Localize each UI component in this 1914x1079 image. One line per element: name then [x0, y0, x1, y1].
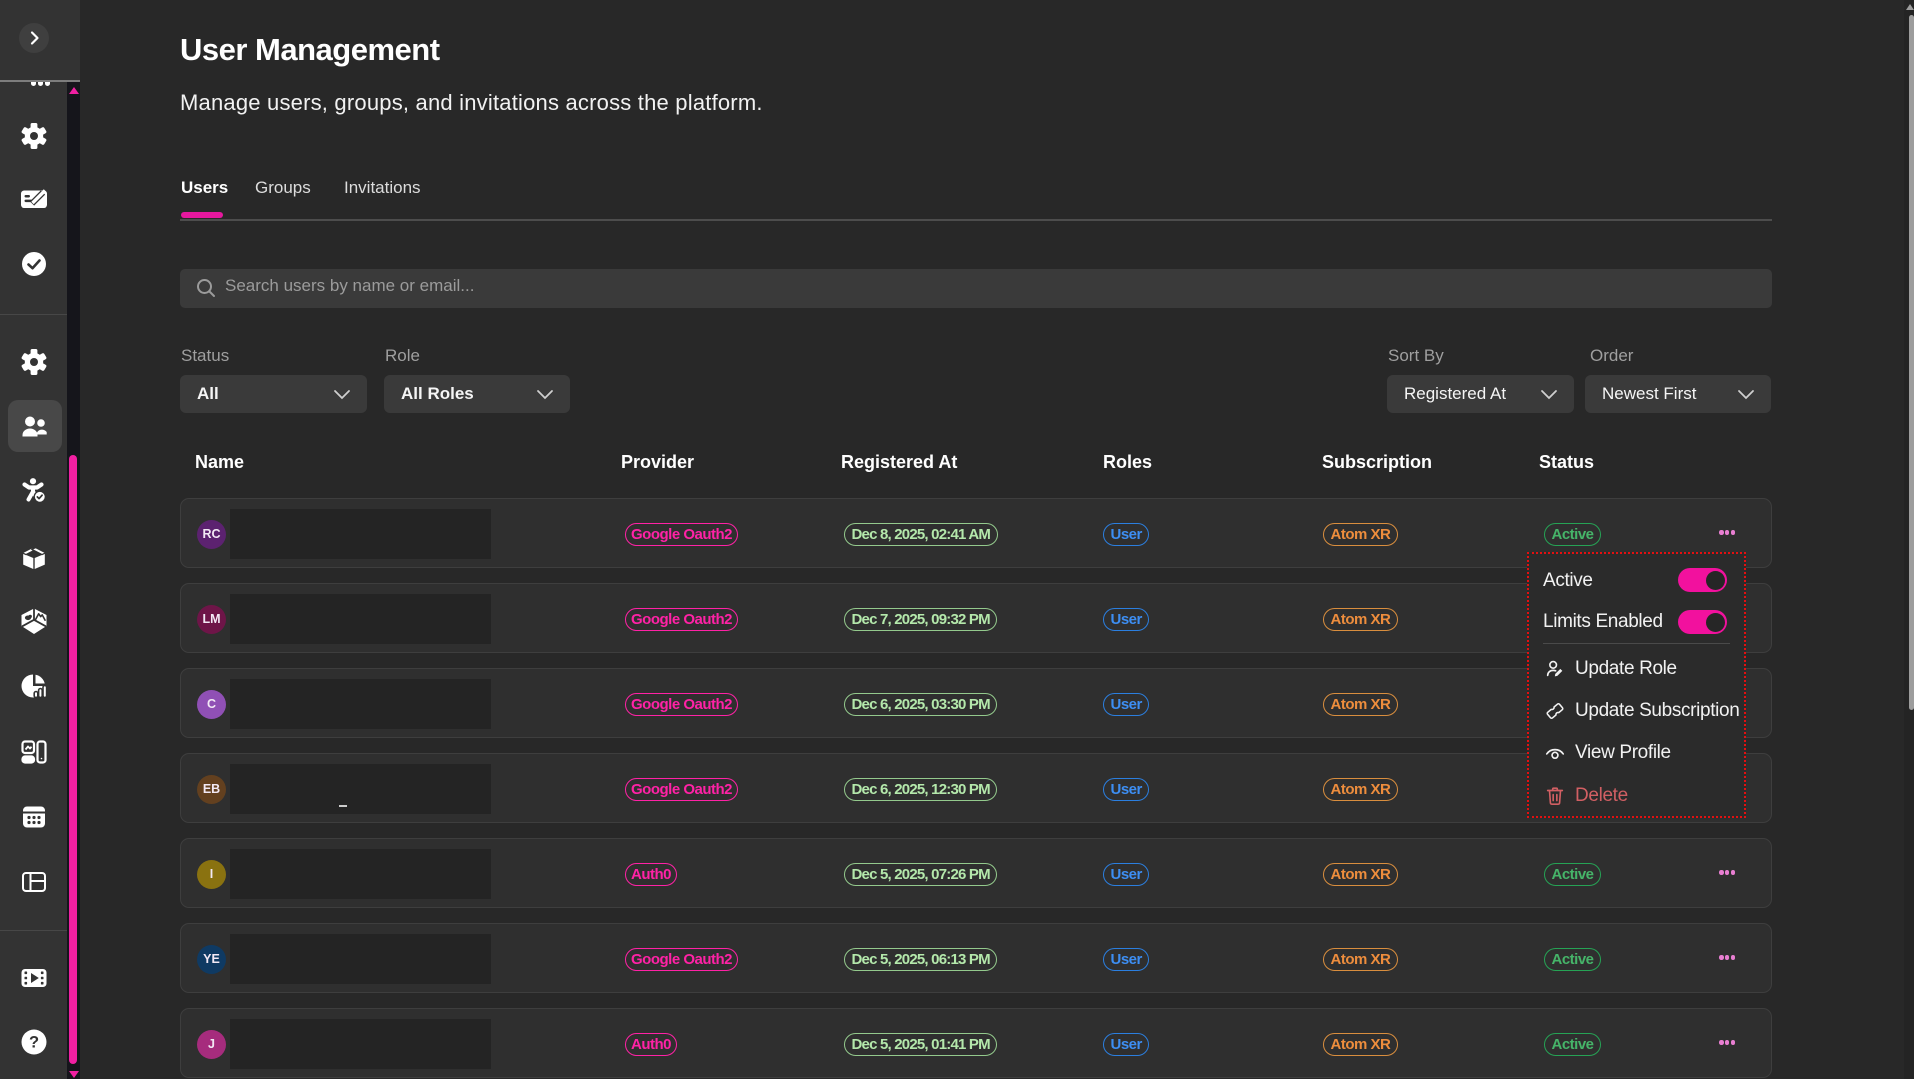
svg-text:?: ?	[29, 1034, 39, 1052]
